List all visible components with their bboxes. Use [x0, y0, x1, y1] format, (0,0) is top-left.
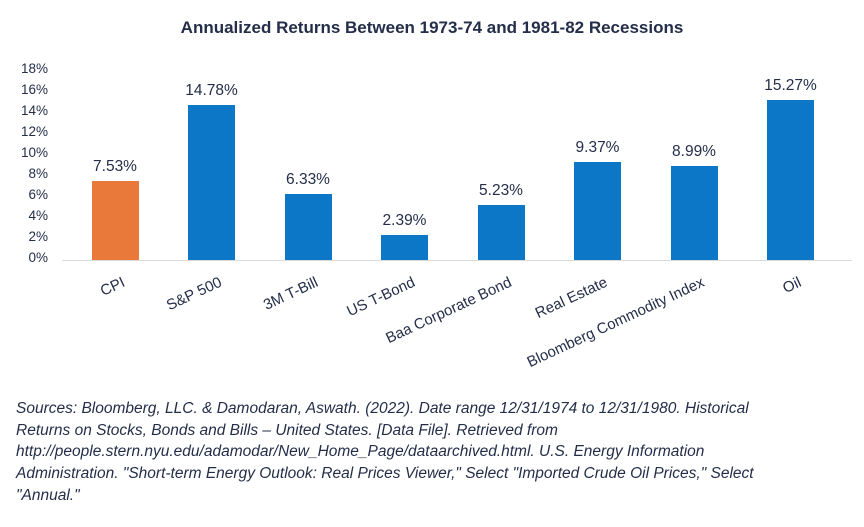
x-axis-category-label: CPI: [98, 273, 129, 300]
chart-title: Annualized Returns Between 1973-74 and 1…: [180, 18, 684, 37]
bar-bloomberg-commodity-index: [670, 165, 718, 260]
bar-group-sp500: 14.78% S&P 500: [164, 68, 238, 314]
y-axis-tick-label: 4%: [28, 208, 48, 223]
x-axis-baseline: [62, 260, 852, 261]
bar-group-us-tbond: 2.39% US T-Bond: [344, 68, 428, 320]
bar-group-3m-tbill: 6.33% 3M T-Bill: [261, 68, 332, 314]
x-axis-category-label: Real Estate: [533, 273, 611, 322]
bar-value-label: 5.23%: [479, 182, 523, 200]
source-note: Sources: Bloomberg, LLC. & Damodaran, As…: [16, 398, 852, 507]
y-axis-tick-label: 18%: [20, 61, 48, 76]
source-note-line: "Annual.": [16, 486, 80, 504]
y-axis-tick-label: 6%: [28, 187, 48, 202]
y-axis-tick-label: 0%: [28, 250, 48, 265]
y-axis-tick-label: 10%: [20, 145, 48, 160]
source-note-line: http://people.stern.nyu.edu/adamodar/New…: [16, 443, 705, 461]
bar-group-cpi: 7.53% CPI: [91, 68, 139, 300]
y-axis-tick-label: 16%: [20, 82, 48, 97]
x-axis-category-label: US T-Bond: [344, 273, 418, 321]
x-axis-category-label: Bloomberg Commodity Index: [524, 273, 708, 371]
bar-value-label: 8.99%: [672, 142, 716, 160]
bar-baa-corporate-bond: [477, 205, 525, 260]
bar-cpi: [91, 180, 139, 260]
bar-group-real-estate: 9.37% Real Estate: [533, 68, 621, 322]
source-note-line: Returns on Stocks, Bonds and Bills – Uni…: [16, 421, 558, 439]
bar-value-label: 9.37%: [575, 138, 620, 156]
bar-value-label: 15.27%: [764, 76, 817, 94]
y-axis-tick-label: 14%: [20, 103, 48, 118]
bar-group-bloomberg-commodity-index: 8.99% Bloomberg Commodity Index: [525, 68, 718, 371]
bar-value-label: 2.39%: [382, 211, 427, 229]
y-axis-tick-label: 8%: [28, 166, 48, 181]
bar-group-oil: 15.27% Oil: [764, 68, 817, 297]
bar-us-tbond: [381, 234, 428, 260]
bar-real-estate: [574, 161, 621, 260]
bar-oil: [767, 99, 814, 260]
bar-value-label: 14.78%: [185, 81, 238, 99]
x-axis-category-label: S&P 500: [163, 273, 225, 315]
bar-sp500: [188, 104, 235, 260]
bar-group-baa-corporate-bond: 5.23% Baa Corporate Bond: [383, 68, 525, 347]
x-axis-category-label: Oil: [779, 273, 804, 297]
bar-value-label: 7.53%: [93, 157, 137, 175]
y-axis-tick-label: 12%: [20, 124, 48, 139]
source-note-line: Sources: Bloomberg, LLC. & Damodaran, As…: [16, 400, 749, 417]
source-note-line: Administration. "Short-term Energy Outlo…: [16, 465, 754, 483]
bar-3m-tbill: [284, 193, 332, 260]
y-axis-tick-label: 2%: [28, 229, 48, 244]
x-axis-category-label: 3M T-Bill: [261, 273, 322, 314]
bar-value-label: 6.33%: [286, 170, 330, 188]
